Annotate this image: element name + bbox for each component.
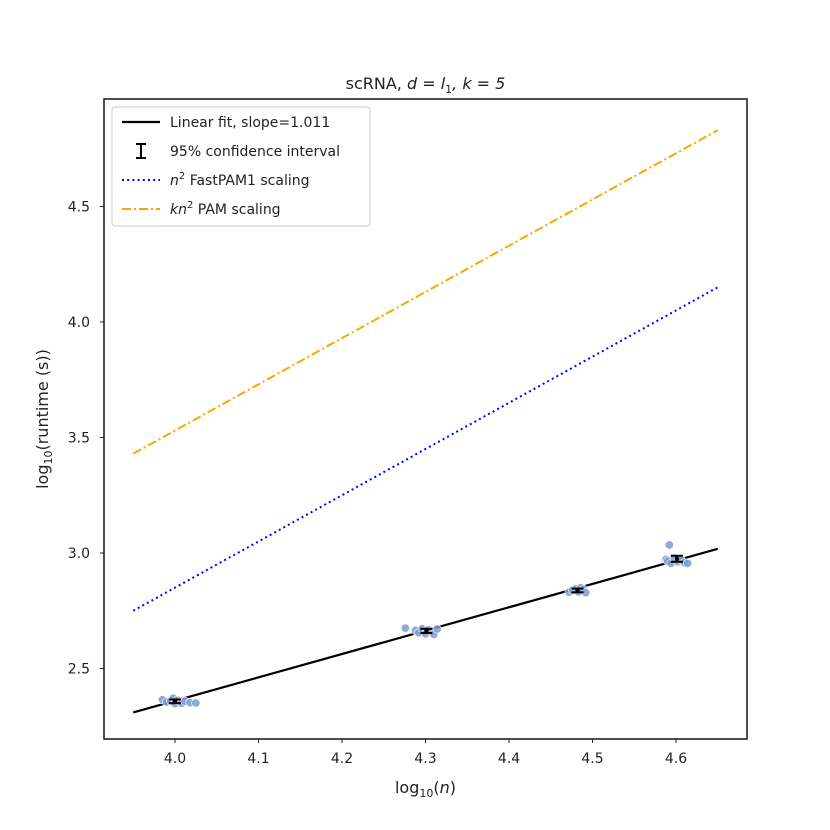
data-point [432, 624, 442, 634]
y-axis-label: log10(runtime (s)) [33, 349, 55, 489]
n2-fastpam1-line [132, 286, 719, 612]
y-tick-label: 3.5 [68, 430, 90, 446]
y-tick-label: 4.5 [68, 199, 90, 215]
data-point [400, 623, 410, 633]
confidence-interval-bar [670, 554, 683, 563]
y-tick-label: 3.0 [68, 546, 90, 562]
legend-label-kn2: kn2 PAM scaling [170, 200, 281, 218]
legend-label-n2: n2 FastPAM1 scaling [170, 171, 310, 189]
confidence-interval-bar [168, 698, 181, 705]
legend-box [111, 106, 371, 227]
legend-ci-swatch [136, 143, 146, 159]
errorbar-mean [575, 588, 580, 593]
confidence-interval-bar [571, 587, 584, 594]
legend-label-fit: Linear fit, slope=1.011 [170, 115, 330, 131]
data-point [664, 540, 674, 550]
kn2-pam-line [132, 129, 719, 455]
x-tick-label: 4.4 [498, 751, 520, 767]
legend-label-ci: 95% confidence interval [170, 144, 340, 160]
x-tick-label: 4.5 [581, 751, 603, 767]
y-axis: 2.5 3.0 3.5 4.0 4.5 [68, 199, 104, 678]
data-point [191, 698, 201, 708]
x-axis-label: log10(n) [395, 778, 456, 800]
chart-title: scRNA, d = l1, k = 5 [346, 74, 506, 96]
confidence-interval-bar [420, 627, 433, 634]
x-tick-label: 4.2 [331, 751, 353, 767]
errorbar-mean [674, 556, 680, 561]
x-tick-label: 4.6 [665, 751, 687, 767]
x-tick-label: 4.3 [414, 751, 436, 767]
x-tick-label: 4.0 [164, 751, 186, 767]
plot-marks [132, 129, 719, 714]
legend: Linear fit, slope=1.011 95% confidence in… [111, 106, 371, 227]
y-tick-label: 2.5 [68, 662, 90, 678]
x-axis: 4.0 4.1 4.2 4.3 4.4 4.5 4.6 [164, 739, 687, 767]
errorbar-mean [172, 699, 178, 704]
data-point [683, 558, 693, 568]
errorbar-mean [424, 628, 429, 634]
x-tick-label: 4.1 [247, 751, 269, 767]
plot-area [132, 129, 719, 714]
y-tick-label: 4.0 [68, 315, 90, 331]
